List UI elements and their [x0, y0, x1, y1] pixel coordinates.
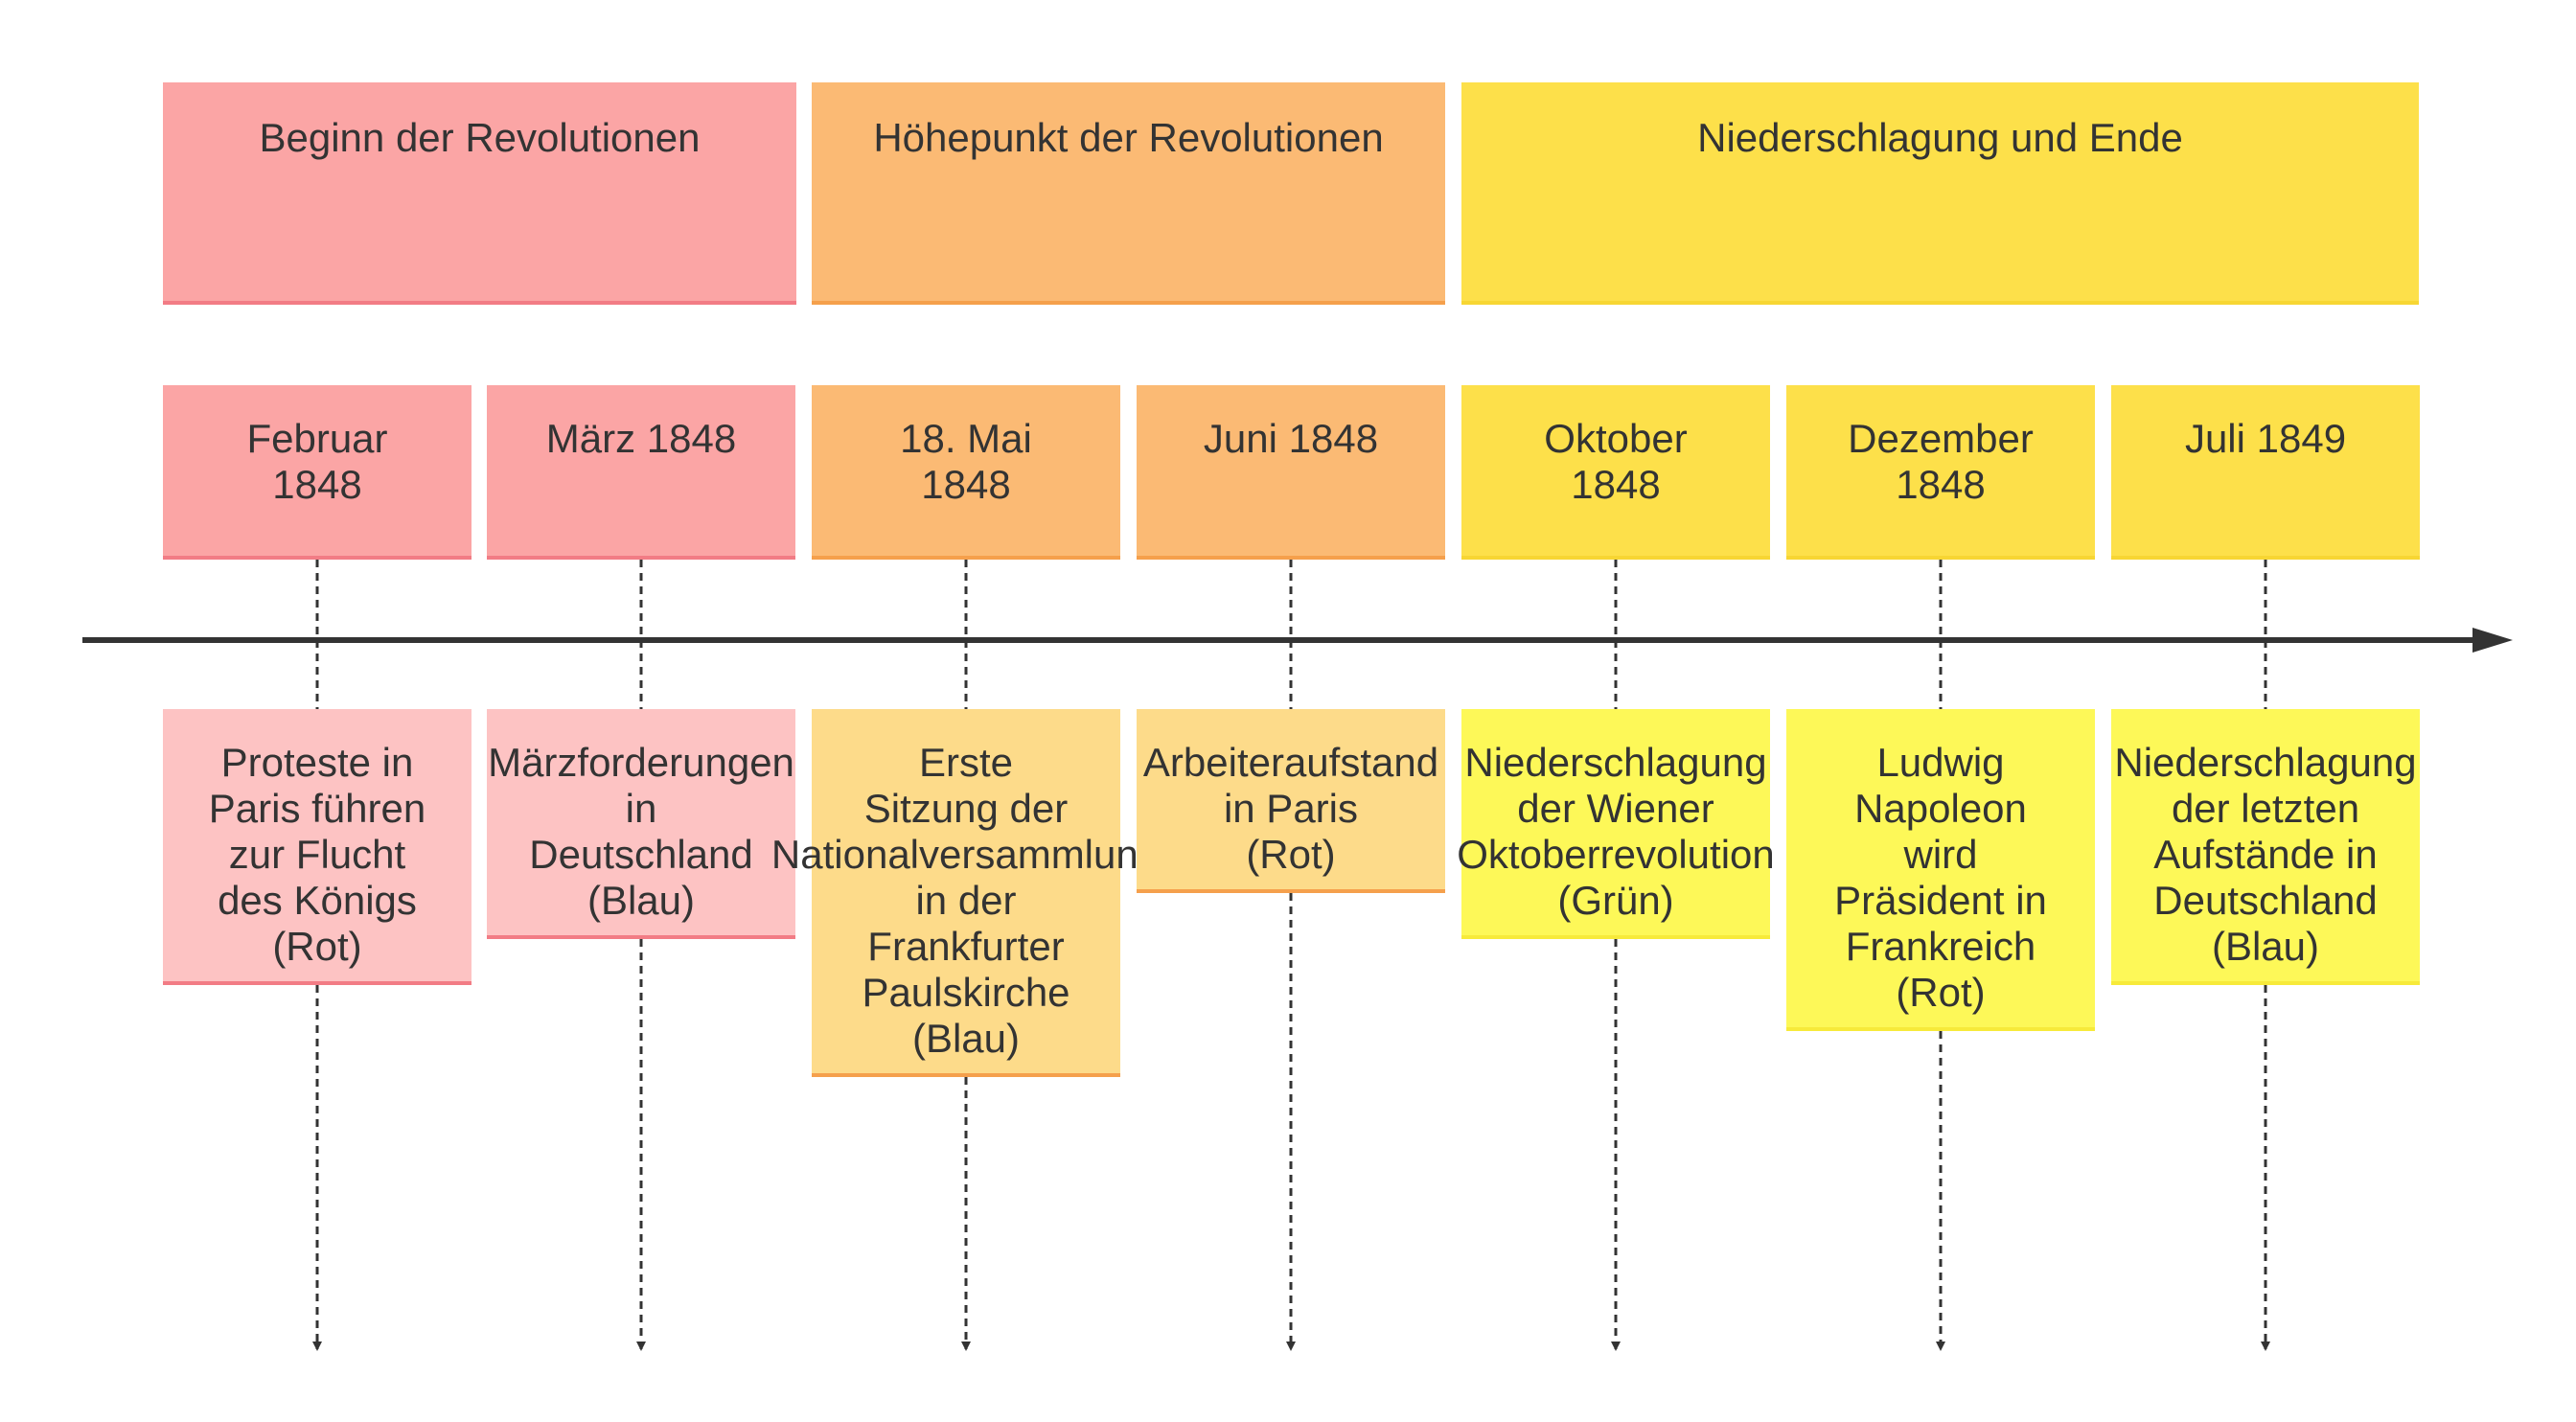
event-label: Erste Sitzung der Nationalversammlung in… — [770, 740, 1162, 1061]
event-box: Proteste in Paris führen zur Flucht des … — [163, 709, 472, 985]
event-box: Märzforderungen in Deutschland (Blau) — [487, 709, 795, 939]
event-box: Arbeiteraufstand in Paris (Rot) — [1137, 709, 1445, 893]
period-box: Juli 1849 — [2111, 385, 2420, 560]
period-label: Juli 1849 — [2184, 416, 2347, 461]
period-box: Juni 1848 — [1137, 385, 1445, 560]
period-label: 18. Mai 1848 — [900, 416, 1032, 507]
event-label: Proteste in Paris führen zur Flucht des … — [208, 740, 426, 969]
period-box: 18. Mai 1848 — [812, 385, 1120, 560]
event-box: Niederschlagung der Wiener Oktoberrevolu… — [1457, 709, 1775, 939]
event-box: Niederschlagung der letzten Aufstände in… — [2111, 709, 2420, 985]
period-label: Februar 1848 — [246, 416, 388, 507]
section-label: Niederschlagung und Ende — [1697, 115, 2183, 160]
event-label: Niederschlagung der Wiener Oktoberrevolu… — [1457, 740, 1775, 923]
period-box: März 1848 — [487, 385, 795, 560]
event-label: Arbeiteraufstand in Paris (Rot) — [1142, 740, 1439, 877]
timeline-arrowhead — [2472, 628, 2513, 653]
event-box: Ludwig Napoleon wird Präsident in Frankr… — [1786, 709, 2095, 1031]
period-label: März 1848 — [545, 416, 737, 461]
period-box: Februar 1848 — [163, 385, 472, 560]
event-label: Märzforderungen in Deutschland (Blau) — [488, 740, 794, 923]
section-label: Höhepunkt der Revolutionen — [873, 115, 1384, 160]
period-box: Dezember 1848 — [1786, 385, 2095, 560]
section-header: Höhepunkt der Revolutionen — [812, 82, 1445, 305]
section-label: Beginn der Revolutionen — [259, 115, 701, 160]
period-box: Oktober 1848 — [1461, 385, 1770, 560]
period-label: Juni 1848 — [1203, 416, 1379, 461]
section-header: Beginn der Revolutionen — [163, 82, 796, 305]
period-label: Oktober 1848 — [1544, 416, 1688, 507]
event-label: Ludwig Napoleon wird Präsident in Frankr… — [1834, 740, 2047, 1015]
period-label: Dezember 1848 — [1848, 416, 2034, 507]
event-label: Niederschlagung der letzten Aufstände in… — [2114, 740, 2417, 969]
section-header: Niederschlagung und Ende — [1461, 82, 2419, 305]
event-box: Erste Sitzung der Nationalversammlung in… — [771, 709, 1161, 1077]
